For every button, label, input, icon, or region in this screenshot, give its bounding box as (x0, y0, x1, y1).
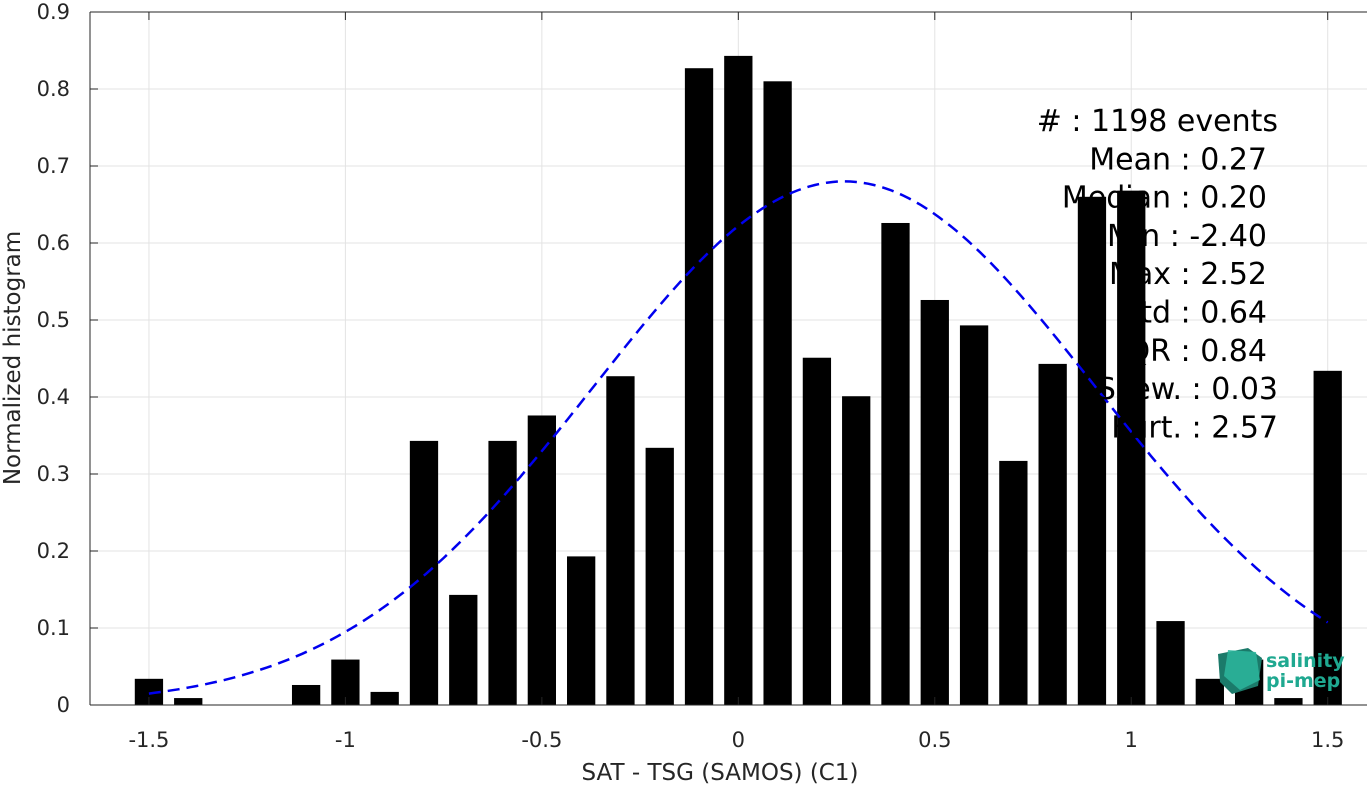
histogram-bar (1313, 370, 1342, 705)
histogram-bar (567, 556, 596, 705)
y-tick-label: 0.5 (37, 308, 70, 332)
y-axis-label: Normalized histogram (0, 231, 26, 485)
histogram-bar (527, 415, 557, 705)
stats-line: Std : 0.64 (1121, 296, 1267, 331)
stats-line: Kurt. : 2.57 (1111, 410, 1278, 445)
histogram-bar (1077, 196, 1107, 706)
axes (89, 11, 1367, 706)
logo-mark-front (1224, 650, 1260, 690)
stats-line: Median : 0.20 (1062, 181, 1267, 216)
x-tick-label: 1.5 (1311, 728, 1344, 752)
histogram-bar (449, 594, 478, 705)
histogram-bar (802, 357, 832, 705)
histogram-bar (999, 460, 1028, 705)
x-tick-label: -1.5 (128, 728, 169, 752)
x-tick-label: -1 (335, 728, 356, 752)
y-tick-label: 0.7 (37, 154, 70, 178)
y-tick-label: 0 (57, 693, 70, 717)
histogram-bar (291, 684, 321, 705)
stats-line: Max : 2.52 (1109, 257, 1267, 292)
histogram-bar (881, 222, 910, 706)
histogram-bar (1274, 698, 1303, 705)
histogram-bar (920, 299, 949, 705)
logo-text-salinity: salinity (1266, 650, 1345, 672)
histogram-bar (488, 440, 517, 705)
histogram-bar (763, 81, 792, 706)
histogram-bar (842, 396, 871, 705)
x-tick-label: -0.5 (521, 728, 562, 752)
y-tick-label: 0.6 (37, 231, 70, 255)
x-tick-label: 0.5 (918, 728, 951, 752)
histogram-bar (645, 447, 674, 705)
histogram-bar (1195, 678, 1224, 705)
histogram-bar (606, 376, 635, 705)
y-tick-label: 0.2 (37, 539, 70, 563)
histogram-bar (1038, 363, 1067, 705)
y-tick-label: 0.1 (37, 616, 70, 640)
stats-line: IQR : 0.84 (1118, 334, 1267, 369)
histogram-bar (174, 698, 203, 705)
x-tick-label: 0 (732, 728, 745, 752)
y-tick-label: 0.8 (37, 77, 70, 101)
histogram-bar (370, 691, 399, 705)
x-tick-label: 1 (1125, 728, 1138, 752)
y-tick-label: 0.3 (37, 462, 70, 486)
x-axis-label: SAT - TSG (SAMOS) (C1) (582, 760, 859, 785)
normal-fit-curve (148, 180, 1329, 695)
histogram-bar (409, 440, 439, 705)
histogram-bar (1156, 621, 1185, 705)
stats-line: Skew. : 0.03 (1097, 372, 1278, 407)
histogram-bar (1117, 190, 1146, 705)
histogram-bar (959, 325, 989, 705)
y-tick-labels: 0 0.1 0.2 0.3 0.4 0.5 0.6 0.7 0.8 0.9 (37, 0, 70, 717)
y-tick-label: 0.9 (37, 0, 70, 24)
logo-text-pimep: pi-mep (1266, 670, 1340, 692)
histogram-bar (724, 55, 753, 705)
x-tick-labels: -1.5 -1 -0.5 0 0.5 1 1.5 (128, 728, 1344, 752)
y-tick-label: 0.4 (37, 385, 70, 409)
stats-line: Min : -2.40 (1107, 219, 1267, 254)
stats-line: Mean : 0.27 (1089, 142, 1267, 177)
stats-line: # : 1198 events (1037, 104, 1278, 139)
histogram-bar (684, 68, 714, 705)
salinity-pimep-logo: salinity pi-mep (1218, 648, 1345, 694)
